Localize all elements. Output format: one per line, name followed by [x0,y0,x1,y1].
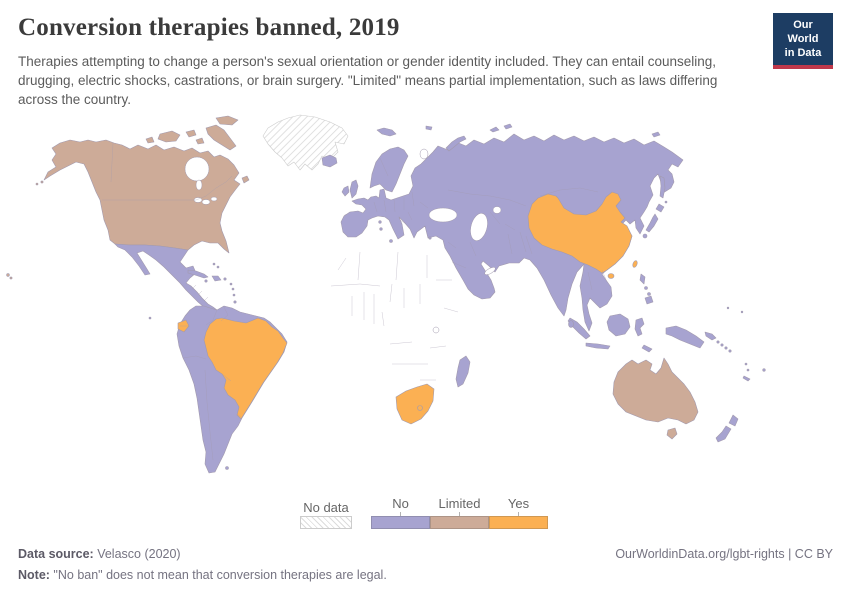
legend-bar: No Limited Yes [371,496,548,529]
lake-victoria [432,326,440,334]
aral-sea [492,206,502,214]
country-mexico-central-america[interactable] [114,243,218,313]
chart-note: Note: "No ban" does not mean that conver… [18,568,387,582]
owid-logo-accent [773,65,833,70]
persian-gulf [484,267,496,275]
water-bodies [184,148,502,334]
legend-swatch-yes[interactable] [489,516,548,529]
black-sea [428,207,458,223]
island-java [585,342,611,350]
owid-link[interactable]: OurWorldinData.org/lgbt-rights | CC BY [615,547,833,561]
country-brazil[interactable] [203,317,288,420]
islands-pacific[interactable] [704,306,766,382]
canadian-arctic-islands[interactable] [145,115,250,184]
islands-caribbean[interactable] [187,262,237,304]
islands-japan[interactable] [642,200,668,239]
world-map[interactable] [0,112,850,492]
legend-category-no[interactable]: No [371,496,430,529]
islands-misc[interactable] [148,220,574,470]
owid-logo-text: Our World in Data [784,19,822,59]
island-sakhalin[interactable] [659,175,666,199]
country-iceland[interactable] [321,154,338,168]
island-hispaniola [211,275,222,282]
map-layers [6,114,766,474]
island-timor [641,344,653,353]
country-china[interactable] [527,191,633,274]
country-borders [102,142,608,461]
island-tasmania[interactable] [666,427,678,440]
islands-philippines[interactable] [639,273,654,305]
legend-swatch-limited[interactable] [430,516,489,529]
country-lesotho-outline[interactable] [417,405,423,411]
landmass-eurasia[interactable] [340,133,684,332]
island-sri-lanka [568,320,574,328]
legend-tick [518,512,519,516]
legend-swatch-no[interactable] [371,516,430,529]
hudson-bay [184,156,210,182]
owid-logo[interactable]: Our World in Data [773,13,833,70]
legend-tick [400,512,401,516]
map-legend: No data No Limited Yes [300,496,548,529]
legend-category-yes[interactable]: Yes [489,496,548,529]
landmass-scandinavia[interactable] [369,146,409,193]
page-title: Conversion therapies banned, 2019 [18,14,400,41]
islands-aleutian[interactable] [35,180,44,186]
country-south-africa[interactable] [395,383,435,425]
islands-hawaii[interactable] [6,273,13,280]
country-australia[interactable] [612,357,699,425]
region-yes[interactable] [177,191,638,425]
island-sulawesi [634,317,645,337]
country-ireland[interactable] [341,185,350,197]
island-hainan[interactable] [607,273,615,279]
country-united-kingdom[interactable] [349,179,359,199]
island-taiwan[interactable] [632,260,638,268]
chart-subtitle: Therapies attempting to change a person'… [18,54,718,108]
country-united-states-canada[interactable] [43,139,241,254]
island-new-guinea [665,325,705,349]
chart-footer: Data source: Velasco (2020) OurWorldinDa… [18,547,833,589]
island-novaya-zemlya [445,135,467,152]
white-sea [419,148,429,160]
country-new-zealand[interactable] [715,414,739,443]
legend-category-limited[interactable]: Limited [430,496,489,529]
legend-tick [459,512,460,516]
island-svalbard [376,127,397,137]
island-borneo [606,313,631,337]
island-madagascar[interactable] [455,355,471,388]
legend-no-data-label: No data [303,500,349,515]
data-source: Data source: Velasco (2020) [18,547,181,561]
islands-arctic-russia[interactable] [376,123,661,152]
caspian-sea [470,213,488,241]
island-cuba [187,269,209,279]
legend-no-data-swatch[interactable] [300,516,352,529]
